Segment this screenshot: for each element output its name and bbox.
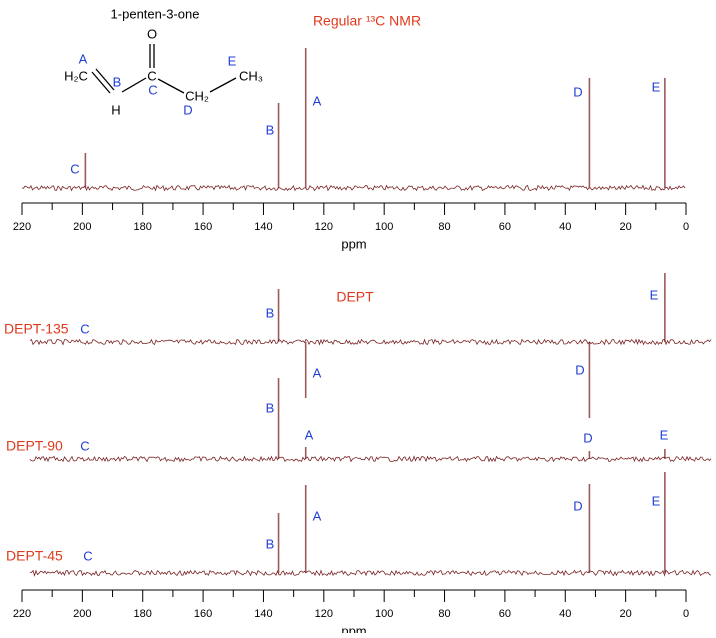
atom: O (147, 26, 157, 41)
peak-label: C (70, 161, 79, 176)
peak-label: B (266, 400, 275, 415)
baseline-noise (21, 184, 686, 192)
peak-label: A (313, 93, 322, 108)
site-label: E (228, 53, 237, 68)
peak-label: A (305, 427, 314, 442)
peak-label: C (80, 321, 89, 336)
x-tick-label: 20 (620, 608, 632, 620)
bond (209, 77, 237, 93)
x-tick-label: 220 (13, 221, 31, 233)
x-tick-label: 180 (134, 608, 152, 620)
site-label: B (113, 74, 122, 89)
atom: CH₃ (239, 68, 263, 83)
x-tick-label: 140 (254, 221, 272, 233)
x-tick-label: 0 (683, 221, 689, 233)
bond (95, 68, 115, 91)
x-axis-label: ppm (341, 623, 366, 633)
spectrum-label: DEPT-45 (6, 548, 63, 564)
x-tick-label: 60 (499, 608, 511, 620)
peak-label: C (80, 438, 89, 453)
x-tick-label: 20 (620, 221, 632, 233)
peak-label: B (266, 536, 275, 551)
x-tick-label: 140 (254, 608, 272, 620)
x-tick-label: 60 (499, 221, 511, 233)
site-label: A (79, 51, 88, 66)
baseline-noise (29, 569, 712, 577)
atom: H₂C (64, 68, 88, 83)
peak-label: E (652, 493, 661, 508)
peak-label: A (313, 365, 322, 380)
x-axis-label: ppm (341, 236, 366, 251)
x-tick-label: 200 (73, 608, 91, 620)
bond (157, 78, 185, 94)
x-tick-label: 0 (683, 608, 689, 620)
peak-label: D (575, 362, 584, 377)
chart-title: Regular ¹³C NMR (313, 13, 421, 29)
peak-label: A (313, 508, 322, 523)
bond (121, 77, 147, 93)
x-tick-label: 120 (315, 608, 333, 620)
x-tick-label: 80 (438, 608, 450, 620)
atom: H (111, 102, 120, 117)
spectrum-label: DEPT-90 (6, 438, 63, 454)
x-tick-label: 180 (134, 221, 152, 233)
x-tick-label: 100 (375, 221, 393, 233)
x-tick-label: 220 (13, 608, 31, 620)
molecule-name: 1-penten-3-one (111, 6, 200, 21)
peak-label: B (266, 122, 275, 137)
peak-label: D (573, 84, 582, 99)
x-tick-label: 160 (194, 608, 212, 620)
x-tick-label: 100 (375, 608, 393, 620)
x-tick-label: 200 (73, 221, 91, 233)
x-tick-label: 80 (438, 221, 450, 233)
peak-label: E (660, 427, 669, 442)
baseline-noise (29, 455, 712, 463)
x-tick-label: 160 (194, 221, 212, 233)
x-tick-label: 120 (315, 221, 333, 233)
molecule: 1-penten-3-one O C H₂C H CH₂ CH₃ A B C D… (64, 6, 263, 117)
x-tick-label: 40 (559, 608, 571, 620)
peak-label: D (583, 430, 592, 445)
atom: C (147, 68, 156, 83)
peak-label: B (266, 305, 275, 320)
peak-label: D (573, 498, 582, 513)
peak-label: E (652, 79, 661, 94)
baseline-noise (29, 338, 712, 346)
atom: CH₂ (185, 88, 209, 103)
spectrum-label: DEPT-135 (4, 321, 69, 337)
peak-label: C (83, 548, 92, 563)
site-label: C (148, 82, 157, 97)
site-label: D (183, 102, 192, 117)
dept-heading: DEPT (336, 289, 374, 305)
bond (91, 71, 111, 94)
x-tick-label: 40 (559, 221, 571, 233)
peak-label: E (650, 287, 659, 302)
